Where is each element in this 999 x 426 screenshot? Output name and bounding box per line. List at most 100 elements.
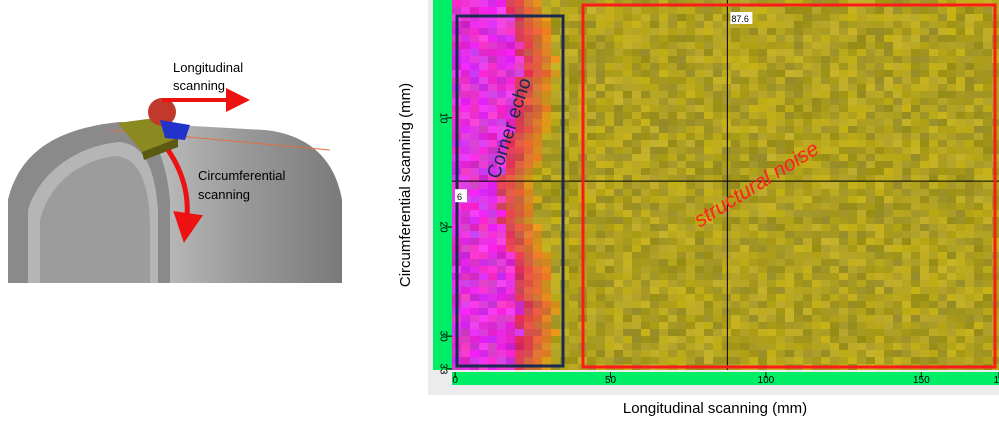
map-cell xyxy=(830,308,839,315)
map-cell xyxy=(614,56,623,63)
map-cell xyxy=(776,203,785,210)
map-cell xyxy=(983,35,992,42)
map-cell xyxy=(506,133,515,140)
map-cell xyxy=(641,322,650,329)
map-cell xyxy=(758,301,767,308)
map-cell xyxy=(938,294,947,301)
map-cell xyxy=(776,28,785,35)
map-cell xyxy=(776,224,785,231)
map-cell xyxy=(920,154,929,161)
map-cell xyxy=(848,315,857,322)
map-cell xyxy=(929,35,938,42)
map-cell xyxy=(830,105,839,112)
map-cell xyxy=(641,28,650,35)
map-cell xyxy=(632,56,641,63)
map-cell xyxy=(776,35,785,42)
map-cell xyxy=(965,231,974,238)
map-cell xyxy=(524,322,533,329)
map-cell xyxy=(704,308,713,315)
map-cell xyxy=(749,301,758,308)
map-cell xyxy=(920,224,929,231)
map-cell xyxy=(803,112,812,119)
map-cell xyxy=(650,140,659,147)
map-cell xyxy=(947,196,956,203)
map-cell xyxy=(551,70,560,77)
map-cell xyxy=(632,14,641,21)
map-cell xyxy=(623,140,632,147)
map-cell xyxy=(461,49,470,56)
map-cell xyxy=(542,336,551,343)
map-cell xyxy=(623,126,632,133)
map-cell xyxy=(938,49,947,56)
map-cell xyxy=(605,28,614,35)
map-cell xyxy=(884,133,893,140)
map-cell xyxy=(857,63,866,70)
map-cell xyxy=(497,245,506,252)
map-cell xyxy=(668,154,677,161)
map-cell xyxy=(803,28,812,35)
map-cell xyxy=(812,315,821,322)
map-cell xyxy=(812,63,821,70)
map-cell xyxy=(632,42,641,49)
map-cell xyxy=(812,105,821,112)
map-cell xyxy=(875,266,884,273)
map-cell xyxy=(461,343,470,350)
map-cell xyxy=(758,280,767,287)
map-cell xyxy=(893,189,902,196)
map-cell xyxy=(866,161,875,168)
map-cell xyxy=(632,287,641,294)
map-cell xyxy=(884,35,893,42)
map-cell xyxy=(974,203,983,210)
map-cell xyxy=(938,84,947,91)
map-cell xyxy=(470,217,479,224)
map-cell xyxy=(893,112,902,119)
map-cell xyxy=(479,147,488,154)
map-cell xyxy=(470,7,479,14)
map-cell xyxy=(731,203,740,210)
map-cell xyxy=(479,56,488,63)
map-cell xyxy=(695,203,704,210)
map-cell xyxy=(551,315,560,322)
map-cell xyxy=(884,273,893,280)
map-cell xyxy=(830,196,839,203)
map-cell xyxy=(542,49,551,56)
map-cell xyxy=(587,252,596,259)
map-cell xyxy=(839,231,848,238)
map-cell xyxy=(731,301,740,308)
map-cell xyxy=(569,287,578,294)
map-cell xyxy=(641,133,650,140)
map-cell xyxy=(767,119,776,126)
map-cell xyxy=(929,301,938,308)
map-cell xyxy=(794,175,803,182)
map-cell xyxy=(974,329,983,336)
map-cell xyxy=(623,91,632,98)
map-cell xyxy=(650,77,659,84)
map-cell xyxy=(929,266,938,273)
map-cell xyxy=(983,28,992,35)
map-cell xyxy=(506,287,515,294)
map-cell xyxy=(848,210,857,217)
map-cell xyxy=(614,217,623,224)
map-cell xyxy=(884,245,893,252)
map-cell xyxy=(767,7,776,14)
map-cell xyxy=(776,112,785,119)
map-cell xyxy=(677,224,686,231)
map-cell xyxy=(956,35,965,42)
map-cell xyxy=(965,42,974,49)
map-cell xyxy=(533,343,542,350)
map-cell xyxy=(893,315,902,322)
map-cell xyxy=(695,91,704,98)
map-cell xyxy=(794,42,803,49)
map-cell xyxy=(875,280,884,287)
map-cell xyxy=(632,203,641,210)
map-cell xyxy=(785,196,794,203)
map-cell xyxy=(857,252,866,259)
map-cell xyxy=(839,210,848,217)
map-cell xyxy=(893,259,902,266)
map-cell xyxy=(506,315,515,322)
map-cell xyxy=(506,112,515,119)
map-cell xyxy=(956,308,965,315)
map-cell xyxy=(767,329,776,336)
map-cell xyxy=(632,280,641,287)
